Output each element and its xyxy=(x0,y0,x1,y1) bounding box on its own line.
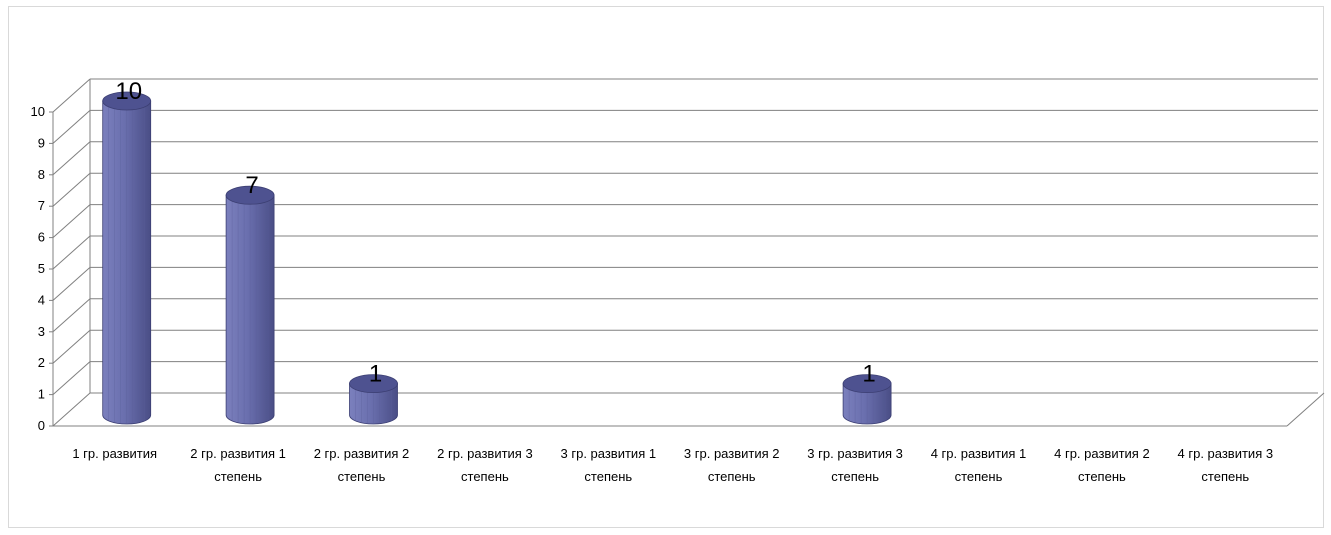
x-category-label: 1 гр. развития xyxy=(72,446,157,461)
chart-frame: 0 1 2 3 4 5 6 7 8 9 10 1 гр. развития 2 гр. развити… xyxy=(8,6,1325,528)
bar-top xyxy=(349,374,398,394)
data-label: 1 xyxy=(369,361,382,388)
x-category-label: степень xyxy=(214,469,262,484)
x-category-label: степень xyxy=(584,469,632,484)
floor-right-edge xyxy=(1286,392,1325,427)
y-tick-label: 0 xyxy=(38,418,45,433)
y-tick-label: 5 xyxy=(38,261,45,276)
x-category-label: 3 гр. развития 2 xyxy=(684,446,780,461)
x-category-label: 3 гр. развития 3 xyxy=(807,446,903,461)
x-category-label: степень xyxy=(708,469,756,484)
x-category-label: степень xyxy=(1078,469,1126,484)
gridline-depth xyxy=(52,361,91,395)
y-tick-label: 10 xyxy=(31,104,45,119)
x-category-label: степень xyxy=(1201,469,1249,484)
y-tick-label: 7 xyxy=(38,198,45,213)
gridline-depth xyxy=(52,110,91,144)
gridline-depth xyxy=(52,172,91,207)
y-tick-label: 1 xyxy=(38,387,45,402)
y-tick-label: 2 xyxy=(38,355,45,370)
gridline-depth xyxy=(52,235,91,270)
x-category-label: степень xyxy=(461,469,509,484)
y-tick-label: 9 xyxy=(38,135,45,150)
axis-layer: 0 1 2 3 4 5 6 7 8 9 10 xyxy=(31,79,1325,433)
x-category-label: степень xyxy=(831,469,879,484)
x-category-label: 4 гр. развития 1 xyxy=(931,446,1027,461)
label-layer: 1 гр. развития 2 гр. развития 1 степень 2 г… xyxy=(72,78,1273,484)
x-category-label: 2 гр. развития 3 xyxy=(437,446,533,461)
bar-chart: 0 1 2 3 4 5 6 7 8 9 10 1 гр. развития 2 гр. развити… xyxy=(31,78,1325,484)
gridline-depth xyxy=(52,267,91,301)
y-tick-label: 6 xyxy=(38,230,45,245)
gridline-depth xyxy=(52,141,91,176)
gridline-depth xyxy=(52,329,91,364)
bar-top xyxy=(225,185,275,205)
x-category-label: 4 гр. развития 2 xyxy=(1054,446,1150,461)
gridline-depth xyxy=(52,204,91,238)
x-category-label: 2 гр. развития 1 xyxy=(190,446,286,461)
bar-layer xyxy=(102,91,892,425)
y-tick-label: 8 xyxy=(38,167,45,182)
y-tick-label: 4 xyxy=(38,292,45,307)
grid-layer xyxy=(52,78,1318,427)
gridline-depth xyxy=(52,298,91,333)
data-label: 1 xyxy=(862,361,875,388)
bar-top xyxy=(842,374,892,394)
data-label: 10 xyxy=(115,78,142,105)
gridline-depth xyxy=(52,392,91,427)
x-category-label: 4 гр. развития 3 xyxy=(1178,446,1274,461)
data-label: 7 xyxy=(245,172,258,199)
x-category-label: степень xyxy=(338,469,386,484)
x-category-label: 3 гр. развития 1 xyxy=(561,446,657,461)
gridline-depth xyxy=(52,78,91,113)
x-category-label: степень xyxy=(955,469,1003,484)
x-category-label: 2 гр. развития 2 xyxy=(314,446,410,461)
bar-top xyxy=(102,91,152,111)
y-tick-label: 3 xyxy=(38,324,45,339)
